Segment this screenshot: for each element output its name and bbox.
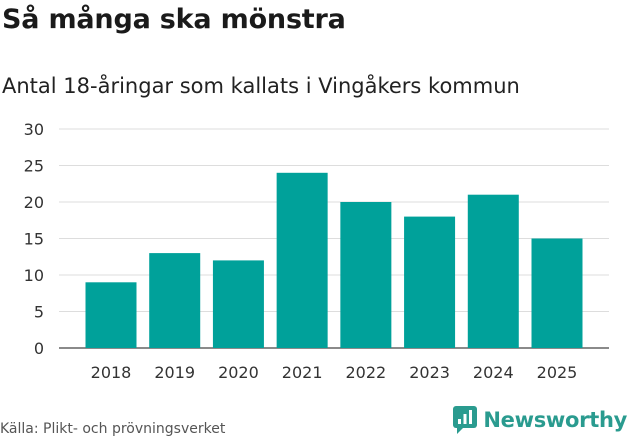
bar-2019 (149, 253, 201, 348)
y-axis-ticks: 0 5 10 15 20 25 30 (24, 120, 44, 358)
x-tick-label: 2025 (537, 363, 578, 382)
x-tick-label: 2021 (282, 363, 323, 382)
y-tick-label: 0 (34, 339, 44, 358)
x-tick-label: 2019 (154, 363, 195, 382)
x-tick-label: 2022 (345, 363, 386, 382)
chart-title: Så många ska mönstra (2, 4, 346, 35)
x-axis-ticks: 2018 2019 2020 2021 2022 2023 2024 2025 (91, 363, 578, 382)
bar-2025 (531, 238, 583, 348)
y-tick-label: 30 (24, 120, 44, 139)
bar-2018 (85, 282, 137, 348)
brand-name: Newsworthy (483, 408, 627, 432)
newsworthy-logo-icon (453, 406, 478, 434)
x-tick-label: 2020 (218, 363, 259, 382)
bar-2022 (340, 202, 392, 348)
source-note: Källa: Plikt- och prövningsverket (0, 421, 226, 437)
chart-subtitle: Antal 18-åringar som kallats i Vingåkers… (2, 74, 520, 98)
y-tick-label: 5 (34, 303, 44, 322)
y-tick-label: 25 (24, 157, 44, 176)
y-tick-label: 10 (24, 266, 44, 285)
bar-2023 (404, 216, 456, 348)
bar-2021 (276, 172, 328, 348)
x-tick-label: 2023 (409, 363, 450, 382)
y-tick-label: 15 (24, 230, 44, 249)
bar-2020 (212, 260, 264, 348)
x-tick-label: 2024 (473, 363, 514, 382)
brand-logo: Newsworthy (453, 406, 627, 434)
y-tick-label: 20 (24, 193, 44, 212)
x-tick-label: 2018 (91, 363, 132, 382)
gridlines (59, 128, 609, 349)
bars (85, 172, 583, 348)
bar-2024 (467, 194, 519, 348)
